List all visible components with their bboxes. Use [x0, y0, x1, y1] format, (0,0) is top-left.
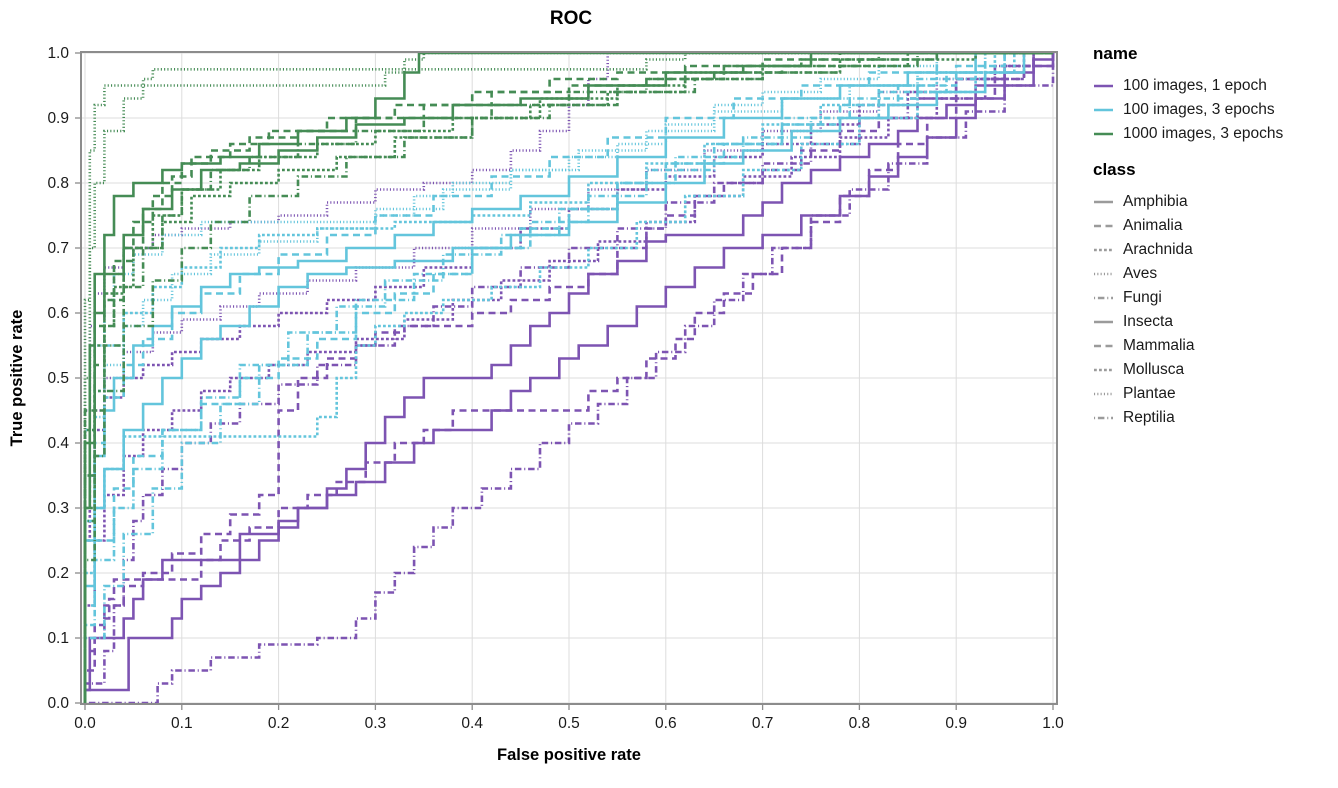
roc-curve — [83, 51, 1053, 703]
legend-class-item: Plantae — [1093, 382, 1338, 406]
legend-class-item: Aves — [1093, 262, 1338, 286]
x-tick-label: 1.0 — [1042, 715, 1064, 732]
roc-curve — [83, 51, 1053, 703]
roc-curve — [83, 51, 1053, 703]
legend-name-item-label: 100 images, 1 epoch — [1123, 77, 1267, 94]
legend-name-item: 100 images, 3 epochs — [1093, 98, 1338, 122]
x-tick-label: 0.5 — [558, 715, 580, 732]
y-tick-label: 0.0 — [47, 695, 69, 712]
legend-name-items: 100 images, 1 epoch 100 images, 3 epochs 1… — [1093, 74, 1338, 146]
roc-curve — [83, 51, 1053, 703]
legend-line-icon — [1094, 132, 1113, 136]
y-tick-label: 0.2 — [47, 565, 69, 582]
roc-curve — [83, 51, 1053, 703]
legend-line-icon — [1094, 248, 1113, 252]
legend-name-item: 100 images, 1 epoch — [1093, 74, 1338, 98]
legend-class-item-label: Fungi — [1123, 289, 1162, 306]
legend-class-item-label: Aves — [1123, 265, 1158, 282]
x-tick-label: 0.1 — [171, 715, 193, 732]
legend-line-icon — [1094, 392, 1113, 396]
legend-line-icon — [1094, 368, 1113, 372]
legend-line-icon — [1094, 416, 1113, 420]
roc-curve — [85, 53, 1055, 705]
roc-curve — [83, 53, 1055, 703]
y-tick-label: 0.5 — [47, 370, 69, 387]
legend-line-icon — [1094, 272, 1113, 276]
legend-class-item-label: Amphibia — [1123, 193, 1188, 210]
x-tick-label: 0.4 — [461, 715, 483, 732]
x-tick-label: 0.2 — [268, 715, 290, 732]
x-tick-label: 0.3 — [365, 715, 387, 732]
x-axis-title: False positive rate — [497, 746, 641, 764]
legend-class-item: Fungi — [1093, 286, 1338, 310]
legend-class-item: Amphibia — [1093, 190, 1338, 214]
legend-name-item-label: 1000 images, 3 epochs — [1123, 125, 1284, 142]
legend-line-icon — [1094, 108, 1113, 112]
legend-class-item: Animalia — [1093, 214, 1338, 238]
y-tick-label: 0.7 — [47, 240, 69, 257]
legend-class-item: Arachnida — [1093, 238, 1338, 262]
y-tick-label: 0.3 — [47, 500, 69, 517]
x-tick-label: 0.9 — [945, 715, 967, 732]
legend-line-icon — [1094, 200, 1113, 204]
y-tick-label: 1.0 — [47, 45, 69, 62]
legend: name 100 images, 1 epoch 100 images, 3 ep… — [1093, 44, 1338, 444]
legend-class-title: class — [1093, 160, 1136, 179]
legend-class-item: Reptilia — [1093, 406, 1338, 430]
legend-class-item-label: Mammalia — [1123, 337, 1195, 354]
legend-line-icon — [1094, 224, 1113, 228]
x-tick-label: 0.7 — [752, 715, 774, 732]
roc-curve — [83, 51, 1053, 703]
legend-class-item: Insecta — [1093, 310, 1338, 334]
y-tick-label: 0.6 — [47, 305, 69, 322]
y-tick-label: 0.4 — [47, 435, 69, 452]
legend-class-item: Mollusca — [1093, 358, 1338, 382]
legend-line-icon — [1094, 320, 1113, 324]
y-tick-label: 0.8 — [47, 175, 69, 192]
legend-class-items: Amphibia Animalia Arachnida Aves Fungi Insect… — [1093, 190, 1338, 430]
roc-curve — [83, 51, 1053, 703]
chart-title: ROC — [549, 8, 593, 29]
legend-line-icon — [1094, 84, 1113, 88]
x-tick-label: 0.6 — [655, 715, 677, 732]
roc-curve — [83, 51, 1053, 703]
legend-class-item-label: Insecta — [1123, 313, 1173, 330]
legend-name-item: 1000 images, 3 epochs — [1093, 122, 1338, 146]
y-tick-label: 0.9 — [47, 110, 69, 127]
legend-class-item-label: Reptilia — [1123, 409, 1175, 426]
legend-line-icon — [1094, 296, 1113, 300]
roc-curve — [83, 51, 1053, 703]
y-tick-label: 0.1 — [47, 630, 69, 647]
legend-class-item: Mammalia — [1093, 334, 1338, 358]
legend-class-item-label: Animalia — [1123, 217, 1183, 234]
y-axis-title: True positive rate — [8, 310, 26, 447]
legend-name-title: name — [1093, 44, 1138, 63]
x-tick-label: 0.8 — [849, 715, 871, 732]
legend-class-item-label: Arachnida — [1123, 241, 1193, 258]
legend-class-item-label: Plantae — [1123, 385, 1176, 402]
x-tick-label: 0.0 — [74, 715, 96, 732]
legend-name-item-label: 100 images, 3 epochs — [1123, 101, 1275, 118]
legend-line-icon — [1094, 344, 1113, 348]
legend-class-item-label: Mollusca — [1123, 361, 1185, 378]
